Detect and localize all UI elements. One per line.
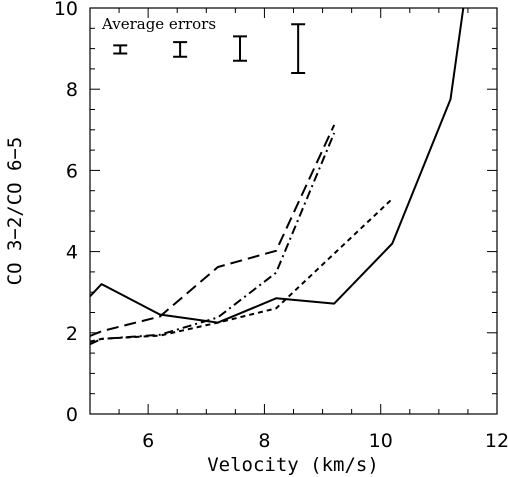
error-bar — [173, 41, 188, 58]
y-tick-label: 2 — [66, 323, 78, 345]
y-axis-label: CO 3−2/CO 6−5 — [4, 137, 26, 286]
y-tick-label: 0 — [66, 404, 78, 426]
series-line-dash-dot — [89, 132, 336, 346]
y-tick-label: 6 — [66, 160, 78, 182]
error-bar — [291, 23, 306, 74]
x-tick-label: 8 — [258, 430, 270, 452]
y-tick-label: 10 — [54, 0, 78, 20]
x-tick-label: 10 — [369, 430, 393, 452]
series-line-dashed — [89, 124, 336, 337]
series-line-solid — [89, 7, 465, 324]
series-line-dotted — [89, 198, 393, 343]
axis-ticks: 6 8 10 12 0 2 4 6 8 10 — [54, 0, 508, 452]
series-lines — [89, 7, 465, 346]
x-tick-label: 12 — [485, 430, 508, 452]
average-error-bars — [113, 23, 306, 74]
x-axis-label: Velocity (km/s) — [207, 454, 379, 476]
x-tick-label: 6 — [142, 430, 154, 452]
error-bar — [233, 35, 248, 62]
average-errors-label: Average errors — [101, 15, 216, 33]
y-tick-label: 4 — [66, 242, 78, 264]
error-bar — [113, 44, 128, 55]
y-tick-label: 8 — [66, 79, 78, 101]
